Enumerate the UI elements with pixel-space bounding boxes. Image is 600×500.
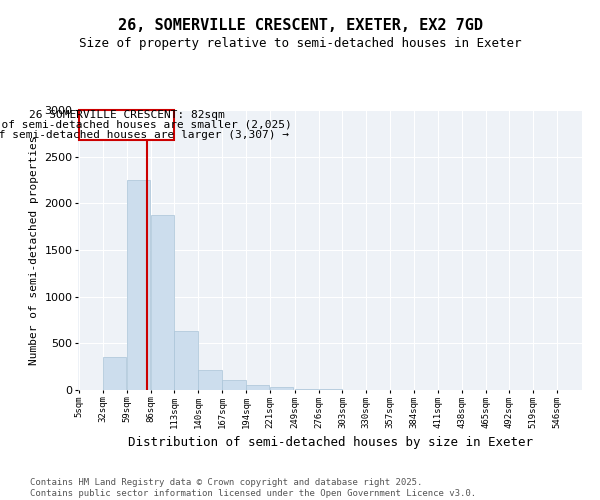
X-axis label: Distribution of semi-detached houses by size in Exeter: Distribution of semi-detached houses by … (128, 436, 533, 449)
Bar (246, 385, 269, 390)
Bar (198, 370, 221, 390)
Bar (222, 380, 245, 390)
Bar (79, 110, 175, 140)
Text: Contains HM Land Registry data © Crown copyright and database right 2025.
Contai: Contains HM Land Registry data © Crown c… (30, 478, 476, 498)
Y-axis label: Number of semi-detached properties: Number of semi-detached properties (29, 135, 39, 365)
Text: Size of property relative to semi-detached houses in Exeter: Size of property relative to semi-detach… (79, 38, 521, 51)
Text: 26 SOMERVILLE CRESCENT: 82sqm: 26 SOMERVILLE CRESCENT: 82sqm (29, 110, 224, 120)
Bar (103, 357, 126, 390)
Bar (270, 386, 293, 390)
Text: 61% of semi-detached houses are larger (3,307) →: 61% of semi-detached houses are larger (… (0, 130, 289, 140)
Bar (295, 388, 318, 390)
Bar (175, 331, 198, 390)
Bar (151, 214, 174, 390)
Text: 26, SOMERVILLE CRESCENT, EXETER, EX2 7GD: 26, SOMERVILLE CRESCENT, EXETER, EX2 7GD (118, 18, 482, 32)
Text: ← 37% of semi-detached houses are smaller (2,025): ← 37% of semi-detached houses are smalle… (0, 120, 292, 130)
Bar (127, 180, 150, 390)
Bar (319, 389, 342, 390)
